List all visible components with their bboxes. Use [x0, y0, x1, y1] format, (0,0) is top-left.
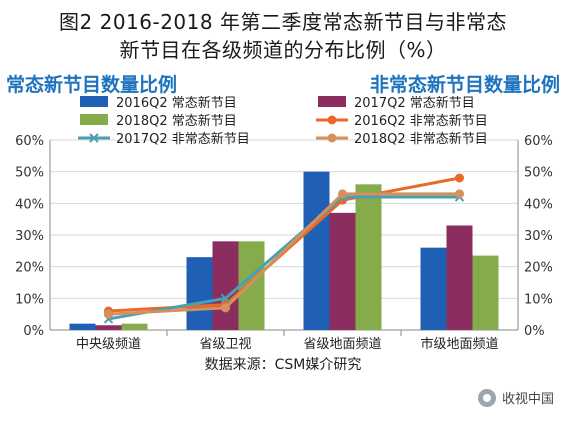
line-point — [455, 173, 464, 183]
x-tick-label: 市级地面频道 — [420, 336, 498, 352]
bar — [446, 225, 473, 330]
chart-title-line2: 新节目在各级频道的分布比例（%） — [119, 38, 447, 62]
left-axis-title: 常态新节目数量比例 — [6, 74, 178, 96]
legend-label: 2016Q2 常态新节目 — [116, 96, 237, 111]
legend-marker — [89, 133, 99, 143]
bar — [238, 241, 265, 330]
bar — [95, 325, 122, 330]
legend-swatch — [80, 114, 108, 125]
x-tick-label: 省级卫视 — [199, 337, 251, 352]
watermark: 收视中国 — [477, 388, 554, 407]
y-tick-label-left: 20% — [15, 261, 44, 276]
x-tick-label: 省级地面频道 — [303, 337, 381, 352]
y-tick-label-left: 10% — [15, 292, 44, 307]
x-tick-label: 中央级频道 — [76, 337, 141, 352]
bar — [186, 257, 213, 330]
legend-label: 2018Q2 常态新节目 — [116, 113, 237, 129]
source-note: 数据来源：CSM媒介研究 — [204, 357, 362, 373]
legend-label: 2017Q2 常态新节目 — [354, 96, 475, 111]
line-point — [338, 189, 347, 199]
bar — [303, 171, 330, 330]
bar — [420, 247, 447, 330]
legend-swatch — [318, 96, 346, 107]
y-tick-label-right: 0% — [524, 324, 545, 339]
legend-marker — [327, 133, 337, 143]
line-point — [455, 189, 464, 199]
bar — [121, 323, 148, 330]
bar — [69, 323, 96, 330]
bar — [212, 241, 239, 330]
y-tick-label-left: 50% — [15, 166, 44, 181]
legend-label: 2017Q2 非常态新节目 — [116, 131, 250, 147]
series-line — [108, 195, 460, 321]
legend-label: 2016Q2 非常态新节目 — [354, 113, 488, 129]
line-point — [220, 293, 231, 304]
y-tick-label-left: 30% — [15, 229, 44, 244]
legend-swatch — [80, 96, 108, 107]
legend-label: 2018Q2 非常态新节目 — [354, 131, 488, 147]
chart-area: 0% 0% 10% 10% 20% 20% 30% 30% 40% 40% 50% 50% 60% 60%… — [15, 96, 553, 352]
y-tick-label-left: 60% — [15, 134, 44, 149]
bar — [472, 255, 499, 330]
y-tick-label-right: 10% — [524, 292, 553, 307]
y-tick-label-right: 50% — [524, 166, 553, 181]
y-tick-label-right: 60% — [524, 134, 553, 149]
y-tick-label-right: 40% — [524, 197, 553, 212]
series-line — [108, 192, 460, 316]
chart-title-line1: 图2 2016-2018 年第二季度常态新节目与非常态 — [59, 10, 507, 34]
bar — [355, 184, 382, 330]
legend-marker — [327, 115, 337, 125]
watermark-text: 收视中国 — [501, 392, 554, 407]
right-axis-title: 非常态新节目数量比例 — [369, 74, 560, 96]
bar — [329, 212, 356, 330]
y-tick-label-left: 0% — [23, 324, 44, 339]
line-point — [221, 303, 230, 313]
y-tick-label-left: 40% — [15, 197, 44, 212]
y-tick-label-right: 30% — [524, 229, 553, 244]
y-tick-label-right: 20% — [524, 261, 553, 276]
wechat-icon — [477, 388, 496, 407]
line-point — [104, 309, 113, 319]
